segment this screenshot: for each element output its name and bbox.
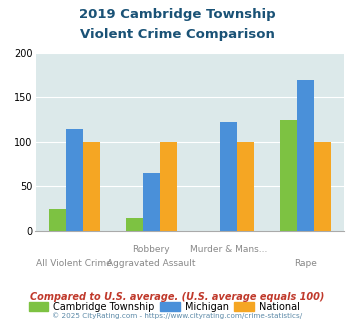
Bar [66,128,83,231]
Bar [49,209,66,231]
Text: Violent Crime Comparison: Violent Crime Comparison [80,28,275,41]
Text: Compared to U.S. average. (U.S. average equals 100): Compared to U.S. average. (U.S. average … [30,292,325,302]
Bar [280,119,297,231]
Bar [126,218,143,231]
Text: Aggravated Assault: Aggravated Assault [107,259,196,268]
Bar [160,142,177,231]
Text: Murder & Mans...: Murder & Mans... [190,245,267,254]
Text: Rape: Rape [294,259,317,268]
Text: Robbery: Robbery [132,245,170,254]
Bar [297,80,314,231]
Bar [220,122,237,231]
Text: © 2025 CityRating.com - https://www.cityrating.com/crime-statistics/: © 2025 CityRating.com - https://www.city… [53,312,302,318]
Text: All Violent Crime: All Violent Crime [36,259,112,268]
Legend: Cambridge Township, Michigan, National: Cambridge Township, Michigan, National [25,298,304,316]
Bar [314,142,331,231]
Bar [143,173,160,231]
Text: 2019 Cambridge Township: 2019 Cambridge Township [79,8,276,21]
Bar [83,142,100,231]
Bar [237,142,254,231]
